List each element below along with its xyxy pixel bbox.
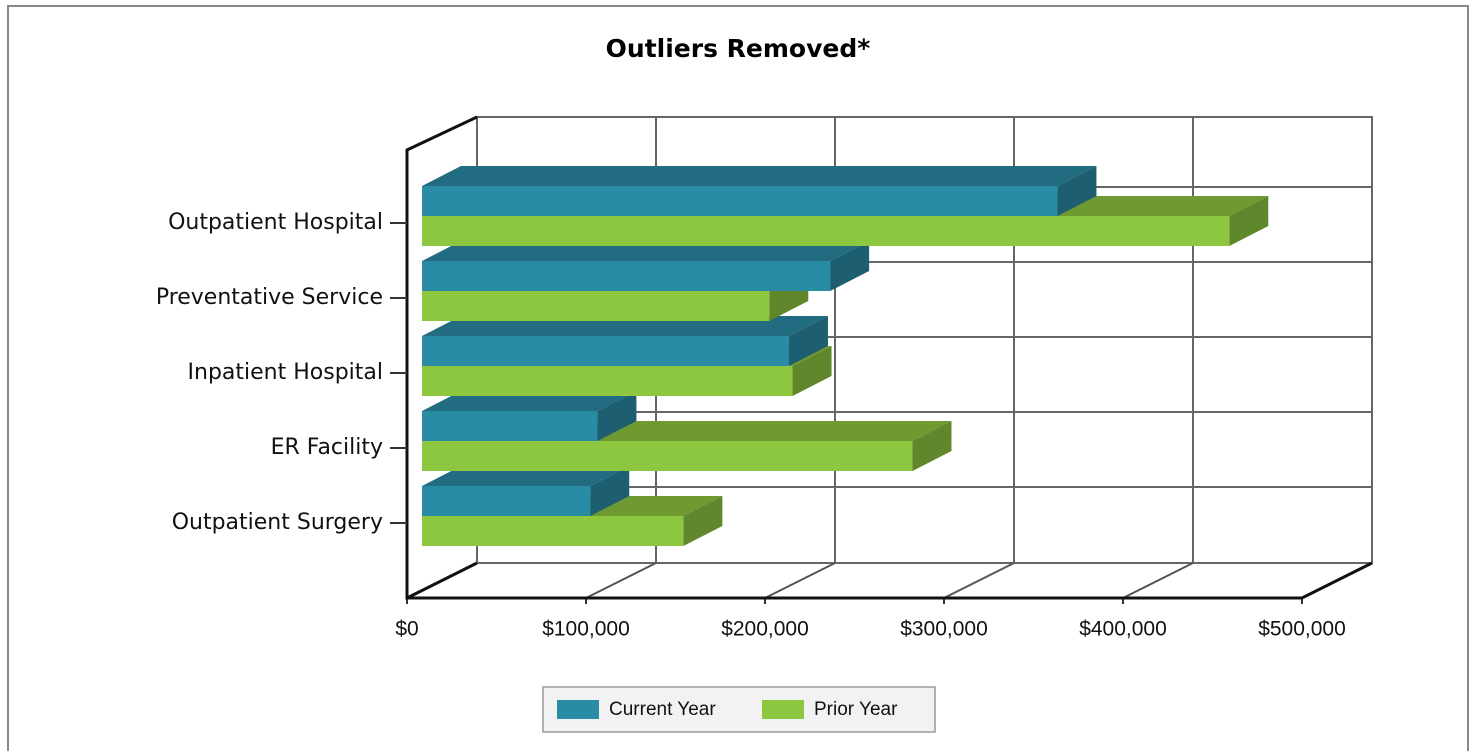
legend-label: Current Year (609, 699, 716, 720)
bar (422, 466, 630, 516)
y-tick-label: Outpatient Surgery (172, 510, 383, 535)
bar-side (683, 496, 723, 546)
y-tick-label: ER Facility (271, 435, 383, 460)
legend-swatch (762, 700, 804, 719)
bar-top (422, 166, 1097, 186)
bar (422, 241, 870, 291)
chart-title: Outliers Removed* (606, 34, 871, 63)
bar-front (422, 336, 789, 366)
bar-front (422, 291, 770, 321)
legend-swatch (557, 700, 599, 719)
bar-front (422, 516, 684, 546)
bar-side (590, 466, 630, 516)
bar-front (422, 216, 1230, 246)
bar-side (1057, 166, 1097, 216)
bar-front (422, 366, 793, 396)
x-tick-label: $500,000 (1258, 618, 1346, 641)
bar-side (830, 241, 870, 291)
bar-side (912, 421, 952, 471)
bar-front (422, 486, 591, 516)
bar-side (788, 316, 828, 366)
grid-line (1122, 117, 1194, 599)
bar-front (422, 186, 1058, 216)
bar (422, 316, 828, 366)
bar-side (1229, 196, 1269, 246)
x-tick-label: $100,000 (542, 618, 630, 641)
grid-line-floor (943, 562, 1015, 599)
bar (422, 391, 637, 441)
floor-back (406, 561, 478, 600)
y-tick-label: Preventative Service (156, 285, 383, 310)
x-tick-label: $200,000 (721, 618, 809, 641)
bar (422, 166, 1097, 216)
legend-box (542, 686, 936, 733)
bar-front (422, 441, 913, 471)
grid-line-floor (1122, 562, 1194, 599)
grid-line-floor (764, 562, 836, 599)
y-tick-label: Outpatient Hospital (168, 210, 383, 235)
y-tick-label: Inpatient Hospital (188, 360, 383, 385)
bar-front (422, 411, 598, 441)
legend-label: Prior Year (814, 699, 898, 720)
x-tick-label: $0 (395, 618, 418, 641)
bar-side (792, 346, 832, 396)
x-tick-label: $400,000 (1079, 618, 1167, 641)
bar-front (422, 261, 831, 291)
bar-side (597, 391, 637, 441)
grid-line-floor (585, 562, 657, 599)
x-tick-label: $300,000 (900, 618, 988, 641)
